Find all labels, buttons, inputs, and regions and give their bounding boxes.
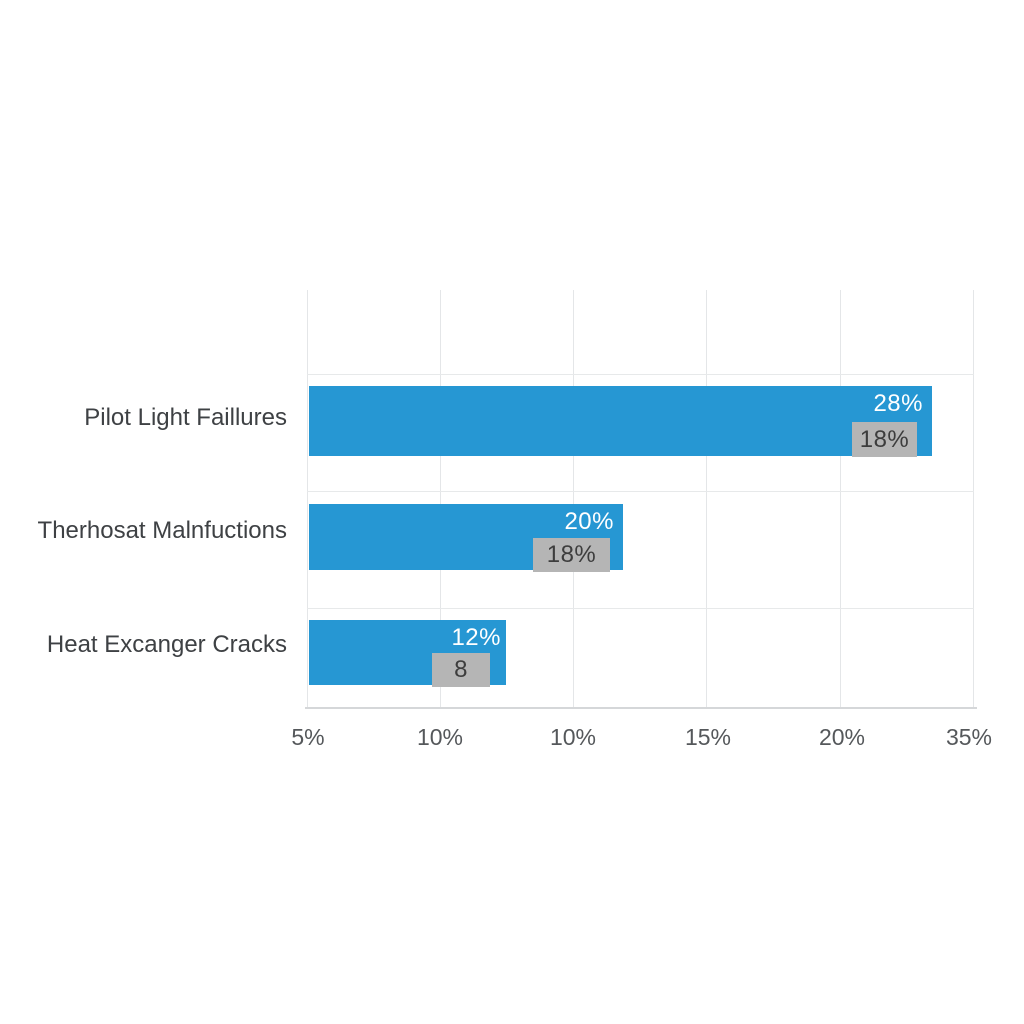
bar-secondary-row3: 8	[432, 653, 490, 687]
horizontal-gridline	[307, 374, 974, 375]
category-label: Therhosat Malnfuctions	[37, 517, 287, 544]
x-tick-label: 35%	[945, 724, 993, 750]
x-axis-line	[305, 707, 977, 709]
x-tick-label: 20%	[818, 724, 866, 750]
vertical-gridline	[973, 290, 974, 708]
vertical-gridline	[706, 290, 707, 708]
x-tick-label: 10%	[549, 724, 597, 750]
bar-value-label: 8	[454, 656, 468, 683]
bar-secondary-row2: 18%	[533, 538, 610, 572]
bar-value-label: 28%	[873, 390, 923, 417]
bar-value-label: 18%	[859, 425, 910, 453]
category-label: Heat Excanger Cracks	[46, 631, 287, 658]
bar-primary-row1: 28%	[309, 386, 932, 456]
x-tick-label: 15%	[684, 724, 732, 750]
horizontal-gridline	[307, 491, 974, 492]
bar-value-label: 20%	[564, 508, 614, 535]
vertical-gridline	[440, 290, 441, 708]
bar-secondary-row1: 18%	[852, 422, 917, 457]
bar-value-label: 18%	[546, 541, 597, 568]
vertical-gridline	[573, 290, 574, 708]
category-label: Pilot Light Faillures	[84, 404, 287, 431]
vertical-gridline	[840, 290, 841, 708]
horizontal-gridline	[307, 608, 974, 609]
x-tick-label: 10%	[416, 724, 464, 750]
x-tick-label: 5%	[291, 724, 325, 750]
bar-value-label: 12%	[451, 624, 501, 651]
vertical-gridline	[307, 290, 308, 708]
